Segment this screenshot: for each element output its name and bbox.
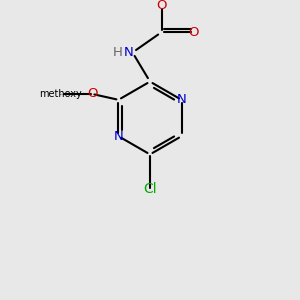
- Text: O: O: [188, 26, 199, 39]
- Text: methoxy: methoxy: [39, 89, 82, 99]
- Text: N: N: [124, 46, 134, 59]
- Text: N: N: [114, 130, 123, 143]
- Text: H: H: [113, 46, 123, 59]
- Text: N: N: [177, 93, 186, 106]
- Text: O: O: [87, 88, 98, 100]
- Text: methoxy: methoxy: [60, 93, 66, 94]
- Text: Cl: Cl: [143, 182, 157, 196]
- Text: O: O: [156, 0, 167, 12]
